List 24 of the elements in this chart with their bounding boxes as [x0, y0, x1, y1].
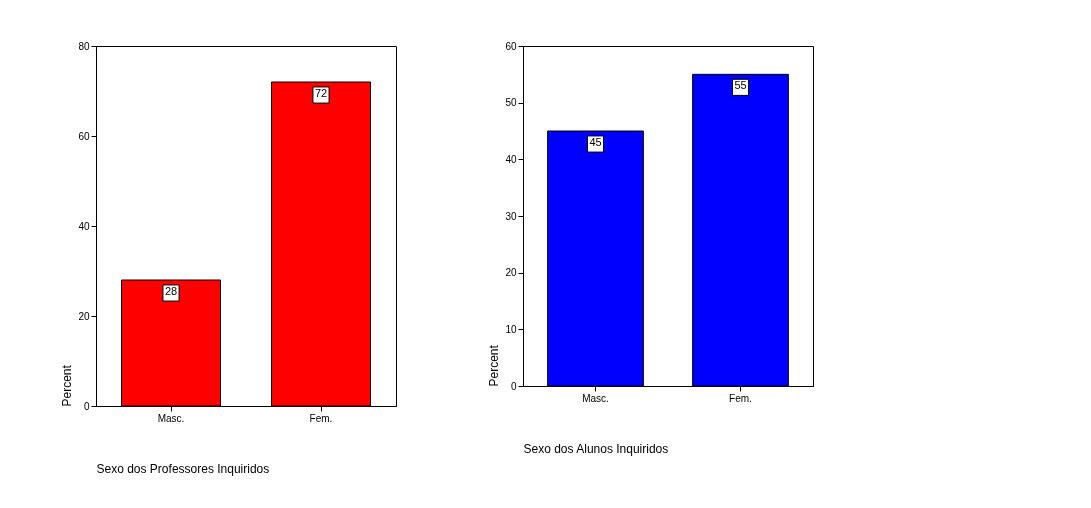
- y-tick-label: 30: [505, 210, 517, 222]
- y-tick-label: 60: [78, 130, 90, 142]
- y-tick-label: 10: [505, 323, 517, 335]
- x-tick-label: Fem.: [309, 412, 333, 424]
- y-tick-label: 50: [505, 97, 517, 109]
- x-tick-label: Masc.: [157, 412, 185, 424]
- y-tick-label: 80: [78, 40, 90, 52]
- data-label: 28: [164, 285, 178, 297]
- data-label: 72: [314, 87, 328, 99]
- y-tick-label: 60: [505, 40, 517, 52]
- x-axis-title: Sexo dos Alunos Inquiridos: [523, 441, 669, 456]
- y-tick-label: 40: [78, 220, 90, 232]
- y-axis-title: Percent: [487, 344, 502, 387]
- y-tick-label: 40: [505, 153, 517, 165]
- y-tick-label: 0: [510, 380, 517, 392]
- data-label: 45: [589, 136, 602, 148]
- y-axis-title: Percent: [60, 364, 75, 407]
- y-tick-label: 20: [78, 310, 90, 322]
- data-label: 55: [734, 79, 747, 92]
- y-tick-label: 0: [83, 400, 90, 412]
- y-tick-label: 20: [505, 267, 517, 279]
- x-tick-label: Fem.: [729, 392, 752, 404]
- x-axis-title: Sexo dos Professores Inquiridos: [96, 461, 270, 476]
- x-tick-label: Masc.: [582, 392, 609, 404]
